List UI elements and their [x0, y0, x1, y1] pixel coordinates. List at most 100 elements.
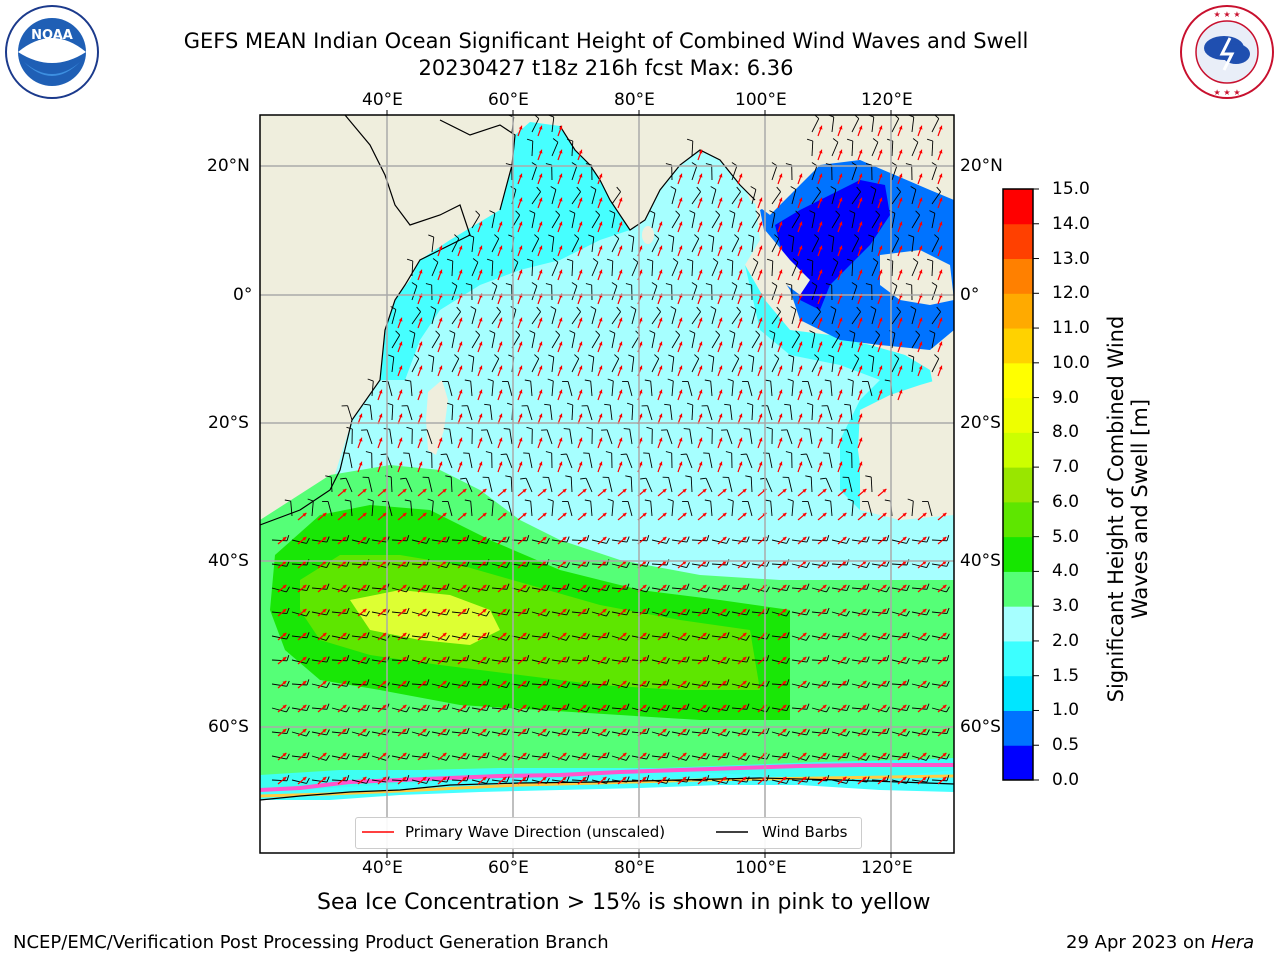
wind-barb [687, 501, 693, 517]
wave-arrow-head [598, 245, 603, 250]
wave-arrow-head [422, 680, 427, 685]
wind-barb-flag [306, 537, 310, 544]
wind-barb-flag [546, 679, 550, 686]
wind-barb [271, 539, 288, 542]
wind-barb-flag [366, 610, 370, 617]
wind-barb [629, 429, 633, 445]
wave-arrow-head [782, 680, 787, 685]
wind-barb [931, 731, 947, 735]
wind-barb [831, 731, 847, 737]
wave-arrow-head [618, 461, 623, 466]
wave-arrow-head [842, 584, 847, 589]
wind-barb [927, 501, 933, 517]
wind-barb [691, 260, 694, 277]
wind-barb [391, 404, 394, 421]
wave-arrow-head [438, 245, 443, 250]
wind-barb-flag [886, 633, 890, 640]
wave-arrow-head [322, 776, 327, 781]
wave-arrow-head [738, 437, 743, 442]
wave-arrow-head [402, 776, 407, 781]
wind-barb [811, 635, 827, 640]
wave-arrow-head [742, 728, 747, 733]
wind-barb [647, 405, 653, 421]
wave-arrow-head [758, 461, 763, 466]
wind-barb [751, 214, 761, 229]
map-frame [259, 114, 955, 854]
wind-barb-flag [646, 727, 650, 734]
wave-arrow-head [418, 317, 423, 322]
wind-barb [871, 117, 875, 133]
wind-barb-flag [680, 453, 687, 456]
wind-barb [851, 140, 854, 157]
wind-barb [669, 405, 673, 421]
wind-barb [290, 501, 293, 517]
wind-barb-flag [866, 776, 870, 783]
wind-barb [747, 381, 753, 397]
wind-barb [351, 731, 367, 737]
wind-barb [591, 611, 607, 617]
wind-barb [871, 539, 888, 542]
wind-barb-flag [851, 282, 858, 287]
wave-arrow-head [542, 656, 547, 661]
wind-barb [765, 478, 773, 493]
wind-barb-flag [766, 560, 770, 567]
wind-barb [451, 755, 467, 760]
wave-arrow-head [862, 776, 867, 781]
y-tick-left: 0° [233, 285, 253, 305]
wave-arrow-head [562, 776, 567, 781]
wave-arrow-head [878, 197, 883, 202]
wave-arrow-head [922, 608, 927, 613]
wind-barb-flag [325, 635, 330, 641]
wind-barb [371, 779, 387, 783]
wave-arrow-head [862, 656, 867, 661]
wind-barb-flag [776, 306, 781, 312]
wave-arrow-head [342, 680, 347, 685]
wind-barb [651, 238, 660, 253]
wave-arrow-head [878, 341, 883, 346]
wave-arrow-head [862, 488, 867, 493]
wind-barb [811, 779, 828, 782]
wind-barb [750, 476, 753, 493]
wind-barb-flag [766, 586, 770, 593]
wave-arrow-head [822, 656, 827, 661]
wind-barb-flag [915, 210, 921, 216]
wave-arrow-head [502, 680, 507, 685]
colorbar-segment [1003, 571, 1033, 607]
wave-arrow-head [418, 389, 423, 394]
wind-barb [451, 707, 467, 713]
wave-arrow-head [562, 560, 567, 565]
wind-barb-flag [667, 498, 674, 502]
wind-barb-flag [809, 330, 816, 334]
wind-barb-flag [425, 283, 432, 286]
wind-barb-flag [654, 234, 660, 239]
wind-barb [691, 755, 707, 760]
wave-arrow-head [438, 341, 443, 346]
colorbar-tick-label: 13.0 [1052, 248, 1090, 269]
wave-arrow-head [682, 560, 687, 565]
wind-barb [471, 731, 487, 737]
wind-barb-flag [727, 498, 734, 502]
wave-arrow-head [462, 704, 467, 709]
wave-arrow-head [742, 752, 747, 757]
wind-barb [671, 683, 687, 689]
wave-arrow-head [938, 173, 943, 178]
wave-arrow-head [382, 656, 387, 661]
wind-barb-flag [534, 234, 540, 239]
wind-barb [327, 501, 333, 517]
wave-arrow-head [922, 776, 927, 781]
wind-barb [591, 237, 595, 253]
wind-barb [527, 405, 533, 421]
wave-arrow-head [738, 173, 743, 178]
wind-barb-flag [446, 776, 450, 783]
colorbar-segment [1003, 710, 1033, 746]
wind-barb-flag [526, 426, 533, 430]
wind-barb [911, 635, 927, 641]
wind-barb-flag [906, 632, 910, 638]
wind-barb-flag [926, 682, 930, 688]
wind-barb [891, 260, 894, 277]
wave-arrow-head [578, 317, 583, 322]
wind-barb [891, 539, 907, 544]
wind-barb [491, 755, 507, 761]
wind-barb [771, 755, 787, 759]
wind-barb-flag [866, 562, 870, 568]
